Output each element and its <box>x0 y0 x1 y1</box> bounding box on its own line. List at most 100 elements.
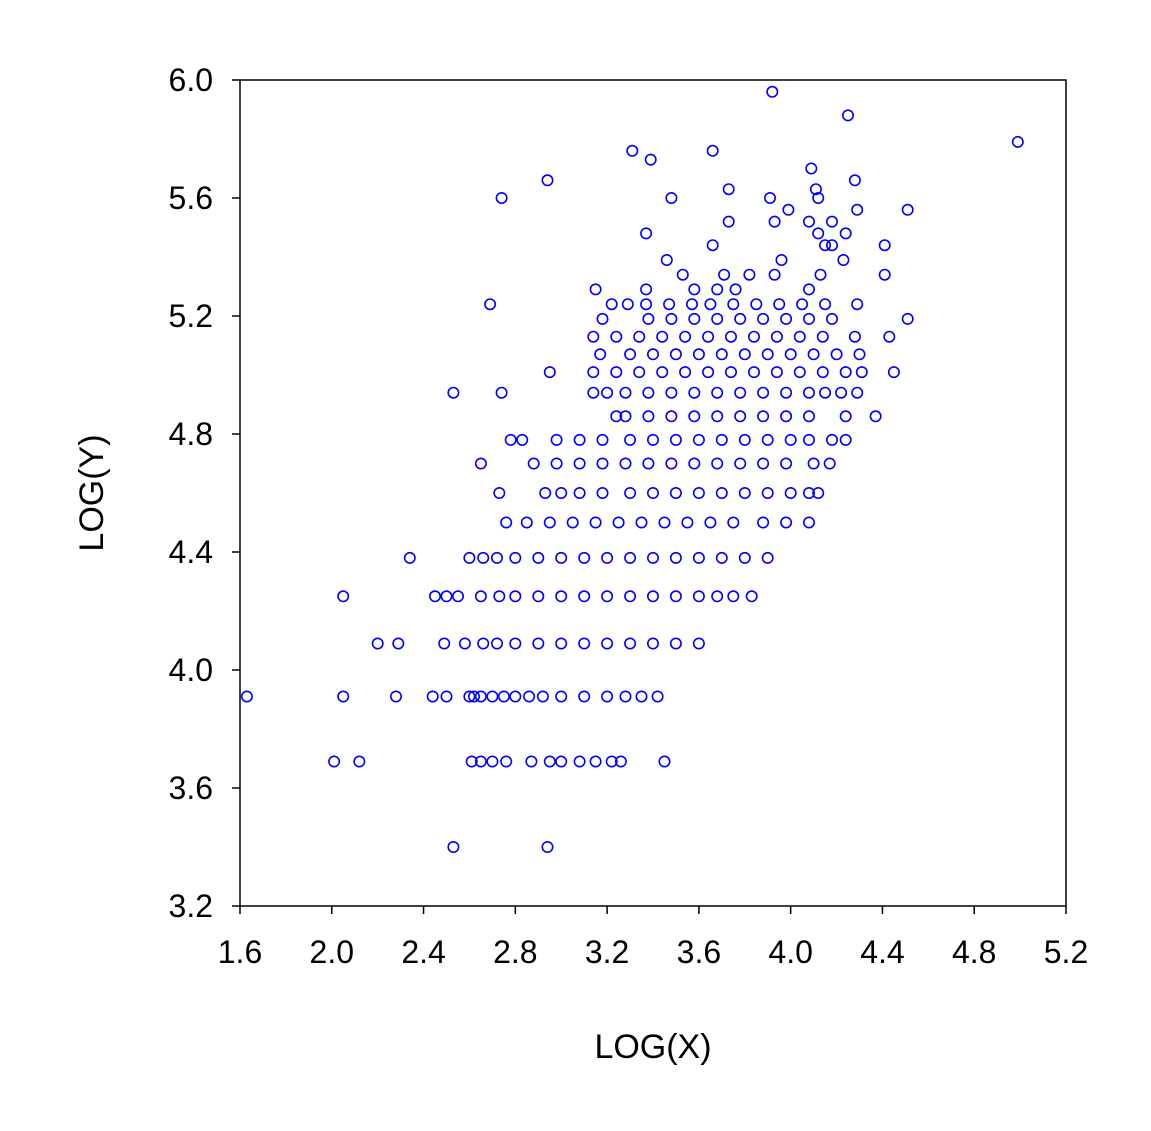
data-point <box>761 486 774 499</box>
data-point <box>704 516 717 529</box>
data-point <box>807 348 820 361</box>
data-point <box>573 755 586 768</box>
data-point <box>784 433 797 446</box>
y-axis-title: LOG(Y) <box>73 434 111 551</box>
data-point <box>722 183 735 196</box>
data-point <box>692 590 705 603</box>
data-point <box>809 183 822 196</box>
data-point <box>656 366 669 379</box>
data-point <box>819 239 832 252</box>
data-point <box>775 254 788 267</box>
data-point <box>901 312 914 325</box>
data-point <box>523 690 536 703</box>
data-point <box>851 298 864 311</box>
data-point <box>493 486 506 499</box>
data-point <box>614 755 627 768</box>
data-point <box>509 590 522 603</box>
data-point <box>490 551 503 564</box>
data-point <box>497 690 510 703</box>
data-point <box>646 637 659 650</box>
data-point <box>734 410 747 423</box>
data-point <box>768 268 781 281</box>
data-point <box>587 366 600 379</box>
data-point <box>642 386 655 399</box>
data-point <box>812 192 825 205</box>
data-point <box>646 348 659 361</box>
data-point <box>715 348 728 361</box>
data-point <box>761 348 774 361</box>
y-tick-label: 3.6 <box>169 770 213 806</box>
data-point <box>715 486 728 499</box>
data-point <box>543 755 556 768</box>
data-point <box>509 637 522 650</box>
data-point <box>532 551 545 564</box>
data-point <box>601 637 614 650</box>
y-tick-label: 6.0 <box>169 62 213 98</box>
data-point <box>578 637 591 650</box>
data-point <box>621 298 634 311</box>
data-point <box>816 330 829 343</box>
data-point <box>477 551 490 564</box>
data-point <box>802 215 815 228</box>
data-point <box>802 312 815 325</box>
y-tick-label: 4.4 <box>169 534 213 570</box>
data-point <box>853 348 866 361</box>
data-point <box>839 227 852 240</box>
data-point <box>738 486 751 499</box>
data-point <box>692 433 705 446</box>
data-point <box>816 366 829 379</box>
data-point <box>550 433 563 446</box>
data-point <box>711 410 724 423</box>
data-point <box>1011 135 1024 148</box>
data-point <box>635 516 648 529</box>
data-point <box>669 486 682 499</box>
data-point <box>573 457 586 470</box>
data-point <box>688 410 701 423</box>
data-point <box>835 386 848 399</box>
data-point <box>839 433 852 446</box>
x-tick-label: 1.6 <box>218 934 262 970</box>
y-tick-label: 4.0 <box>169 652 213 688</box>
data-point <box>802 283 815 296</box>
data-point <box>848 174 861 187</box>
data-point <box>711 283 724 296</box>
data-point <box>702 366 715 379</box>
data-point <box>596 312 609 325</box>
data-point <box>601 551 614 564</box>
data-point <box>640 298 653 311</box>
data-point <box>451 590 464 603</box>
data-point <box>722 215 735 228</box>
data-point <box>428 590 441 603</box>
data-point <box>490 637 503 650</box>
data-point <box>555 590 568 603</box>
data-point <box>839 366 852 379</box>
data-point <box>851 203 864 216</box>
data-point <box>619 386 632 399</box>
data-point <box>802 433 815 446</box>
data-point <box>743 268 756 281</box>
data-point <box>458 637 471 650</box>
data-point <box>679 330 692 343</box>
data-point <box>669 433 682 446</box>
data-point <box>555 551 568 564</box>
data-point <box>761 433 774 446</box>
data-point <box>392 637 405 650</box>
data-point <box>757 457 770 470</box>
data-point <box>337 590 350 603</box>
data-point <box>814 268 827 281</box>
data-point <box>440 690 453 703</box>
plot-frame <box>239 79 1067 907</box>
data-point <box>837 254 850 267</box>
data-point <box>823 457 836 470</box>
data-point <box>711 312 724 325</box>
data-point <box>793 330 806 343</box>
data-point <box>658 755 671 768</box>
data-point <box>516 433 529 446</box>
data-point <box>624 590 637 603</box>
data-point <box>656 330 669 343</box>
data-points <box>240 85 1024 853</box>
data-point <box>757 386 770 399</box>
data-point <box>796 298 809 311</box>
data-point <box>555 637 568 650</box>
